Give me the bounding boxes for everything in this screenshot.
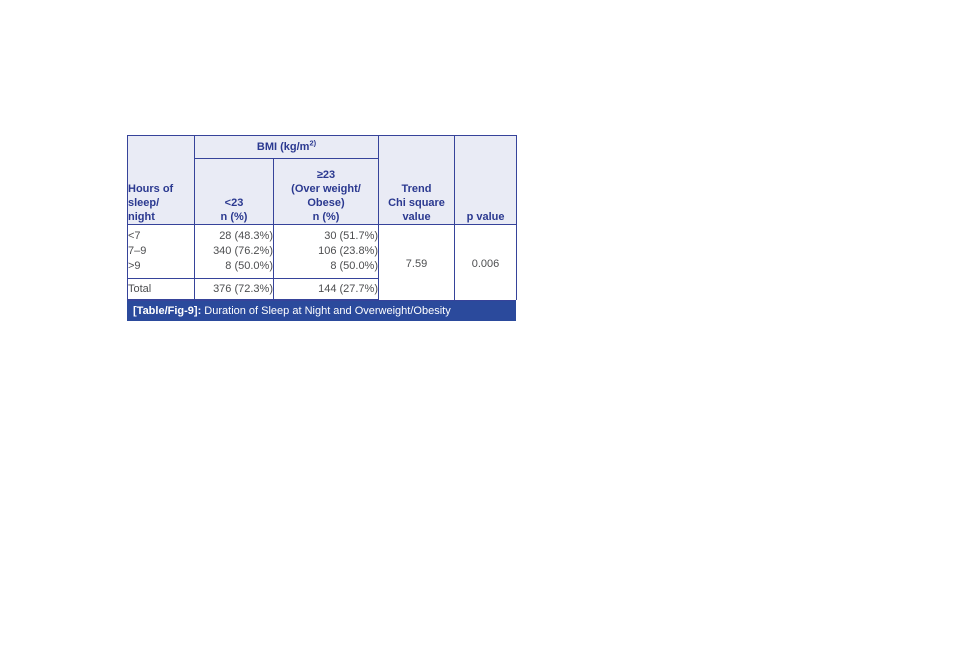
row-label: <7 — [127, 224, 195, 244]
caption-tag: [Table/Fig-9]: — [133, 304, 202, 317]
table-fig-9: Hours of sleep/ night BMI (kg/m2) Trend … — [127, 135, 518, 321]
total-cell-over23: 144 (27.7%) — [272, 278, 380, 300]
header-row-subcolumns: <23 n (%) ≥23 (Over weight/ Obese) n (%) — [128, 158, 517, 225]
sleep-bmi-table: Hours of sleep/ night BMI (kg/m2) Trend … — [127, 135, 518, 300]
cell-over23: 106 (23.8%) — [272, 244, 380, 259]
table-row: >9 8 (50.0%) 8 (50.0%) — [127, 259, 517, 279]
table-body: <7 28 (48.3%) 30 (51.7%) 7.59 0.006 7–9 … — [127, 224, 518, 300]
table-row: <7 28 (48.3%) 30 (51.7%) 7.59 0.006 — [127, 224, 518, 300]
cell-p-value: 0.006 — [454, 224, 518, 300]
cell-over23: 30 (51.7%) — [272, 224, 380, 244]
bmi-label-superscript: 2) — [309, 138, 317, 148]
header-trend-chi-square: Trend Chi square value — [378, 135, 456, 225]
header-row-group: Hours of sleep/ night BMI (kg/m2) Trend … — [127, 135, 518, 225]
row-label: >9 — [127, 259, 195, 279]
header-p-value: p value — [454, 135, 518, 225]
cell-over23: 8 (50.0%) — [272, 259, 380, 279]
cell-under23: 28 (48.3%) — [194, 224, 274, 244]
row-label: 7–9 — [127, 244, 195, 259]
bmi-label-base: BMI (kg/m — [256, 141, 310, 153]
table-header: Hours of sleep/ night BMI (kg/m2) Trend … — [127, 135, 518, 225]
cell-under23: 8 (50.0%) — [194, 259, 274, 279]
cell-trend-chi-square: 7.59 — [378, 224, 456, 300]
cell-under23: 340 (76.2%) — [194, 244, 274, 259]
header-bmi-over-23: ≥23 (Over weight/ Obese) n (%) — [272, 158, 380, 225]
table-caption: [Table/Fig-9]: Duration of Sleep at Nigh… — [127, 300, 516, 321]
total-label: Total — [127, 278, 195, 300]
caption-text: Duration of Sleep at Night and Overweigh… — [201, 304, 451, 317]
table-row: 7–9 340 (76.2%) 106 (23.8%) — [127, 244, 517, 259]
header-bmi-under-23: <23 n (%) — [194, 158, 274, 225]
header-hours-of-sleep: Hours of sleep/ night — [127, 135, 195, 225]
header-bmi-group: BMI (kg/m2) — [193, 135, 380, 159]
total-row: Total 376 (72.3%) 144 (27.7%) — [127, 278, 517, 300]
total-cell-under23: 376 (72.3%) — [194, 278, 274, 300]
